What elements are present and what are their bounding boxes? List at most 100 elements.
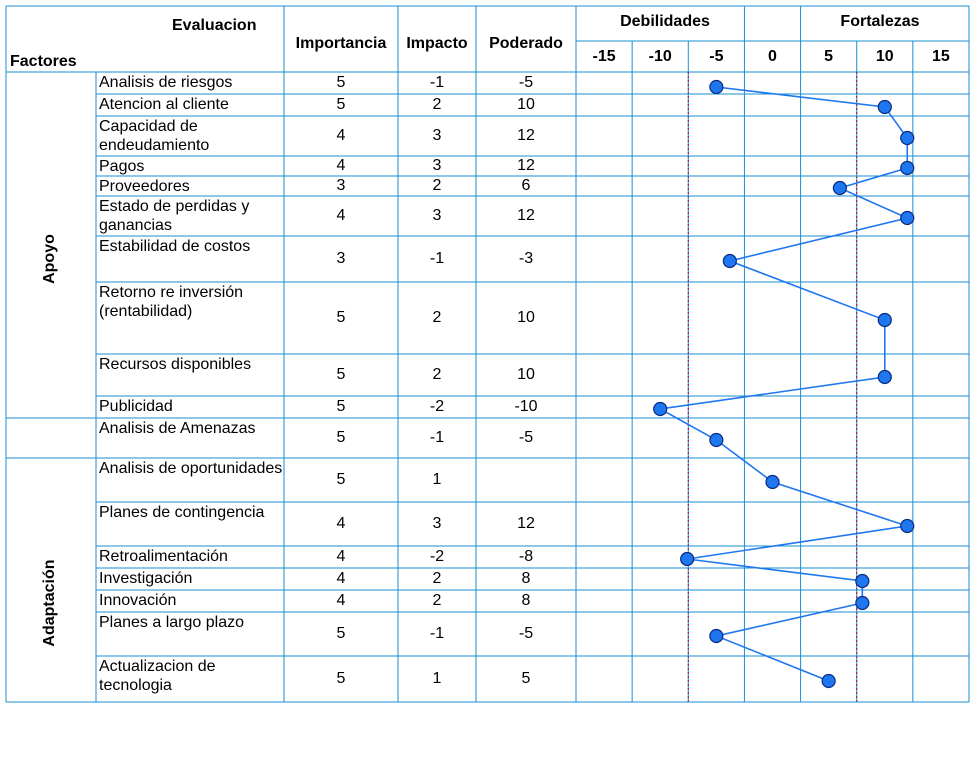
cell-poderado: -8: [518, 548, 534, 565]
cell-impacto: -1: [429, 429, 445, 446]
data-point: [709, 432, 724, 448]
x-tick-label: -10: [648, 48, 672, 65]
cell-poderado: 12: [517, 127, 535, 144]
cell-poderado: 8: [521, 570, 531, 587]
cell-poderado: 12: [517, 207, 535, 224]
x-tick-label: -15: [592, 48, 616, 65]
cell-importancia: 4: [336, 127, 346, 144]
data-point: [877, 312, 892, 328]
cell-poderado: -5: [518, 429, 534, 446]
cell-poderado: 10: [517, 309, 535, 326]
cell-impacto: 1: [432, 670, 442, 687]
factor-label: Investigación: [99, 570, 193, 587]
header-fortalezas: Fortalezas: [840, 13, 920, 30]
cell-importancia: 4: [336, 207, 346, 224]
header-debilidades: Debilidades: [620, 13, 710, 30]
factor-label: Publicidad: [99, 398, 173, 415]
header-importancia: Importancia: [295, 35, 387, 52]
cell-poderado: 6: [521, 177, 531, 194]
cell-impacto: 2: [432, 570, 442, 587]
data-point: [877, 369, 892, 385]
cell-importancia: 4: [336, 592, 346, 609]
cell-poderado: -3: [518, 250, 534, 267]
factor-label: Innovación: [99, 592, 177, 609]
cell-impacto: 3: [432, 127, 442, 144]
header-factores: Factores: [10, 53, 77, 70]
x-tick-label: 0: [768, 48, 777, 65]
data-point: [653, 401, 668, 417]
cell-importancia: 5: [336, 429, 346, 446]
cell-impacto: -2: [429, 398, 445, 415]
cell-impacto: -1: [429, 625, 445, 642]
data-point: [821, 673, 836, 689]
cell-importancia: 5: [336, 471, 346, 488]
cell-poderado: 5: [521, 670, 531, 687]
factor-label: Estado de perdidas y ganancias: [99, 198, 250, 234]
x-tick-label: -5: [709, 48, 724, 65]
group-label-apoyo: Apoyo: [41, 234, 58, 284]
factor-label: Analisis de riesgos: [99, 74, 233, 91]
header-evaluacion: Evaluacion: [172, 17, 257, 34]
cell-impacto: 3: [432, 515, 442, 532]
data-point: [680, 551, 695, 567]
cell-importancia: 5: [336, 670, 346, 687]
x-tick-label: 5: [824, 48, 834, 65]
cell-impacto: 2: [432, 96, 442, 113]
factor-label: Atencion al cliente: [99, 96, 229, 113]
cell-importancia: 5: [336, 96, 346, 113]
factor-label: Analisis de oportunidades: [99, 460, 283, 477]
factor-label: Analisis de Amenazas: [99, 420, 256, 437]
factor-label: Recursos disponibles: [99, 356, 252, 373]
factor-label: Pagos: [99, 158, 145, 175]
factor-label: Planes de contingencia: [99, 504, 265, 521]
data-point: [709, 79, 724, 95]
cell-poderado: 12: [517, 515, 535, 532]
data-point: [877, 99, 892, 115]
cell-importancia: 5: [336, 625, 346, 642]
data-point: [900, 518, 915, 534]
data-point: [832, 180, 847, 196]
data-point: [900, 210, 915, 226]
data-point: [900, 160, 915, 176]
factor-label: Estabilidad de costos: [99, 238, 251, 255]
factor-label: Proveedores: [99, 178, 190, 195]
cell-impacto: 1: [432, 471, 442, 488]
data-point: [900, 130, 915, 146]
cell-importancia: 4: [336, 548, 346, 565]
header-impacto: Impacto: [406, 35, 468, 52]
cell-importancia: 3: [336, 177, 346, 194]
cell-impacto: -1: [429, 74, 445, 91]
factor-label: Retorno re inversión (rentabilidad): [99, 284, 244, 320]
factor-label: Actualizacion de tecnologia: [99, 658, 216, 694]
factor-label: Capacidad de endeudamiento: [99, 118, 210, 154]
cell-importancia: 5: [336, 74, 346, 91]
data-point: [765, 474, 780, 490]
cell-poderado: 8: [521, 592, 531, 609]
factor-label: Planes a largo plazo: [99, 614, 244, 631]
cell-importancia: 4: [336, 515, 346, 532]
x-tick-label: 10: [875, 48, 894, 65]
cell-impacto: 3: [432, 207, 442, 224]
factor-label: Retroalimentación: [99, 548, 228, 565]
cell-importancia: 5: [336, 398, 346, 415]
cell-poderado: -5: [518, 625, 534, 642]
cell-impacto: -2: [429, 548, 445, 565]
cell-impacto: 2: [432, 177, 442, 194]
cell-poderado: 12: [517, 157, 535, 174]
cell-impacto: 3: [432, 157, 442, 174]
cell-impacto: 2: [432, 366, 442, 383]
cell-impacto: -1: [429, 250, 445, 267]
cell-poderado: 10: [517, 96, 535, 113]
cell-importancia: 5: [336, 366, 346, 383]
cell-importancia: 4: [336, 570, 346, 587]
cell-poderado: 10: [517, 366, 535, 383]
cell-impacto: 2: [432, 592, 442, 609]
cell-importancia: 5: [336, 309, 346, 326]
cell-impacto: 2: [432, 309, 442, 326]
group-label-adaptacion: Adaptación: [41, 559, 58, 647]
data-point: [722, 253, 737, 269]
cell-importancia: 3: [336, 250, 346, 267]
x-tick-label: 15: [932, 48, 950, 65]
